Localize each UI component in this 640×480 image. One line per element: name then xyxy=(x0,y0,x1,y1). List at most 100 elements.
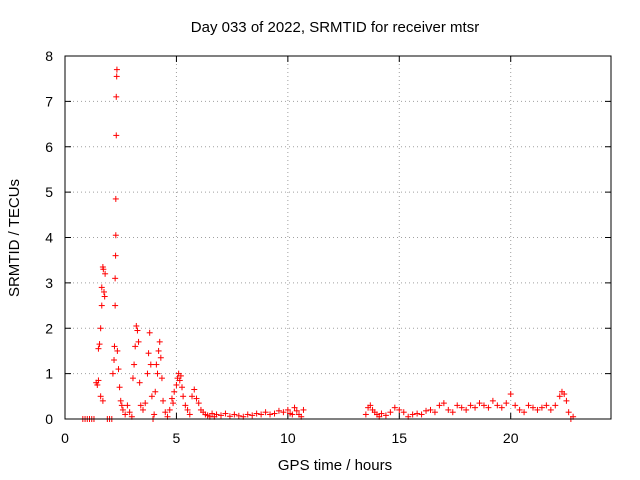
data-point xyxy=(418,411,425,418)
data-point xyxy=(267,411,274,418)
data-point xyxy=(153,361,160,368)
data-point xyxy=(193,395,200,402)
data-point xyxy=(152,388,159,395)
y-tick-label: 2 xyxy=(45,320,53,336)
data-point xyxy=(400,409,407,416)
data-point xyxy=(158,375,165,382)
data-point xyxy=(445,406,452,413)
data-point xyxy=(173,381,180,388)
y-axis-label: SRMTID / TECUs xyxy=(6,179,23,297)
data-point xyxy=(146,329,153,336)
data-point xyxy=(132,343,139,350)
data-point xyxy=(189,393,196,400)
data-point xyxy=(414,410,421,417)
data-point xyxy=(109,370,116,377)
x-axis-label: GPS time / hours xyxy=(278,457,392,474)
data-point xyxy=(111,343,118,350)
chart-title: Day 033 of 2022, SRMTID for receiver mts… xyxy=(191,19,479,36)
y-tick-label: 7 xyxy=(45,93,53,109)
data-point xyxy=(565,409,572,416)
data-point xyxy=(162,409,169,416)
data-point xyxy=(154,370,161,377)
data-point xyxy=(275,407,282,414)
data-point xyxy=(476,400,483,407)
data-point xyxy=(362,411,369,418)
data-point xyxy=(561,391,568,398)
data-point xyxy=(489,397,496,404)
data-point xyxy=(112,302,119,309)
data-point xyxy=(148,393,155,400)
data-point xyxy=(168,395,175,402)
data-point xyxy=(231,411,238,418)
data-point xyxy=(96,341,103,348)
data-point xyxy=(117,397,124,404)
data-point xyxy=(521,409,528,416)
data-point xyxy=(423,407,430,414)
data-point xyxy=(112,275,119,282)
data-point xyxy=(209,410,216,417)
data-point xyxy=(503,400,510,407)
data-point xyxy=(95,377,102,384)
axis-tick-labels: 0 5 10 15 20 0 1 2 3 4 5 6 7 8 xyxy=(45,48,519,446)
data-point xyxy=(244,411,251,418)
data-point xyxy=(171,388,178,395)
data-point xyxy=(449,409,456,416)
data-point xyxy=(271,410,278,417)
y-tick-label: 8 xyxy=(45,48,53,64)
data-point xyxy=(100,266,107,273)
data-point xyxy=(467,402,474,409)
data-point xyxy=(494,402,501,409)
data-point xyxy=(134,327,141,334)
data-point xyxy=(262,409,269,416)
data-point xyxy=(391,404,398,411)
data-point xyxy=(157,354,164,361)
data-point xyxy=(525,402,532,409)
data-point xyxy=(485,404,492,411)
data-point xyxy=(235,412,242,419)
data-point xyxy=(131,361,138,368)
data-point xyxy=(291,404,298,411)
data-point xyxy=(101,288,107,295)
y-tick-label: 1 xyxy=(45,366,53,382)
data-point xyxy=(166,406,173,413)
x-tick-label: 15 xyxy=(391,430,407,446)
data-point xyxy=(111,357,118,364)
y-tick-label: 5 xyxy=(45,184,53,200)
data-point xyxy=(530,404,536,411)
x-tick-label: 0 xyxy=(61,430,69,446)
data-point xyxy=(102,270,109,277)
plot-frame xyxy=(64,55,612,420)
data-point xyxy=(98,284,105,291)
data-point xyxy=(280,409,287,416)
data-point xyxy=(378,410,385,417)
data-point xyxy=(284,406,291,413)
data-point xyxy=(498,404,505,411)
data-point xyxy=(367,402,374,409)
data-point xyxy=(151,411,158,418)
data-point xyxy=(113,132,120,139)
data-point xyxy=(184,406,191,413)
y-tick-label: 4 xyxy=(45,230,53,246)
x-tick-label: 10 xyxy=(280,430,296,446)
data-point xyxy=(95,345,102,352)
data-point xyxy=(140,406,146,413)
data-point xyxy=(472,404,479,411)
data-point xyxy=(538,404,545,411)
data-point xyxy=(454,402,461,409)
data-point xyxy=(300,406,307,413)
data-point xyxy=(289,411,296,418)
data-point xyxy=(458,404,465,411)
data-point xyxy=(293,407,300,414)
y-tick-label: 0 xyxy=(45,411,53,427)
data-point xyxy=(136,379,143,386)
data-point xyxy=(144,370,151,377)
data-point xyxy=(97,393,104,400)
data-point xyxy=(112,232,119,239)
data-point xyxy=(556,393,563,400)
data-point xyxy=(427,406,434,413)
data-point xyxy=(114,347,121,354)
data-point xyxy=(145,350,152,357)
data-point xyxy=(543,402,550,409)
data-point xyxy=(547,406,554,413)
